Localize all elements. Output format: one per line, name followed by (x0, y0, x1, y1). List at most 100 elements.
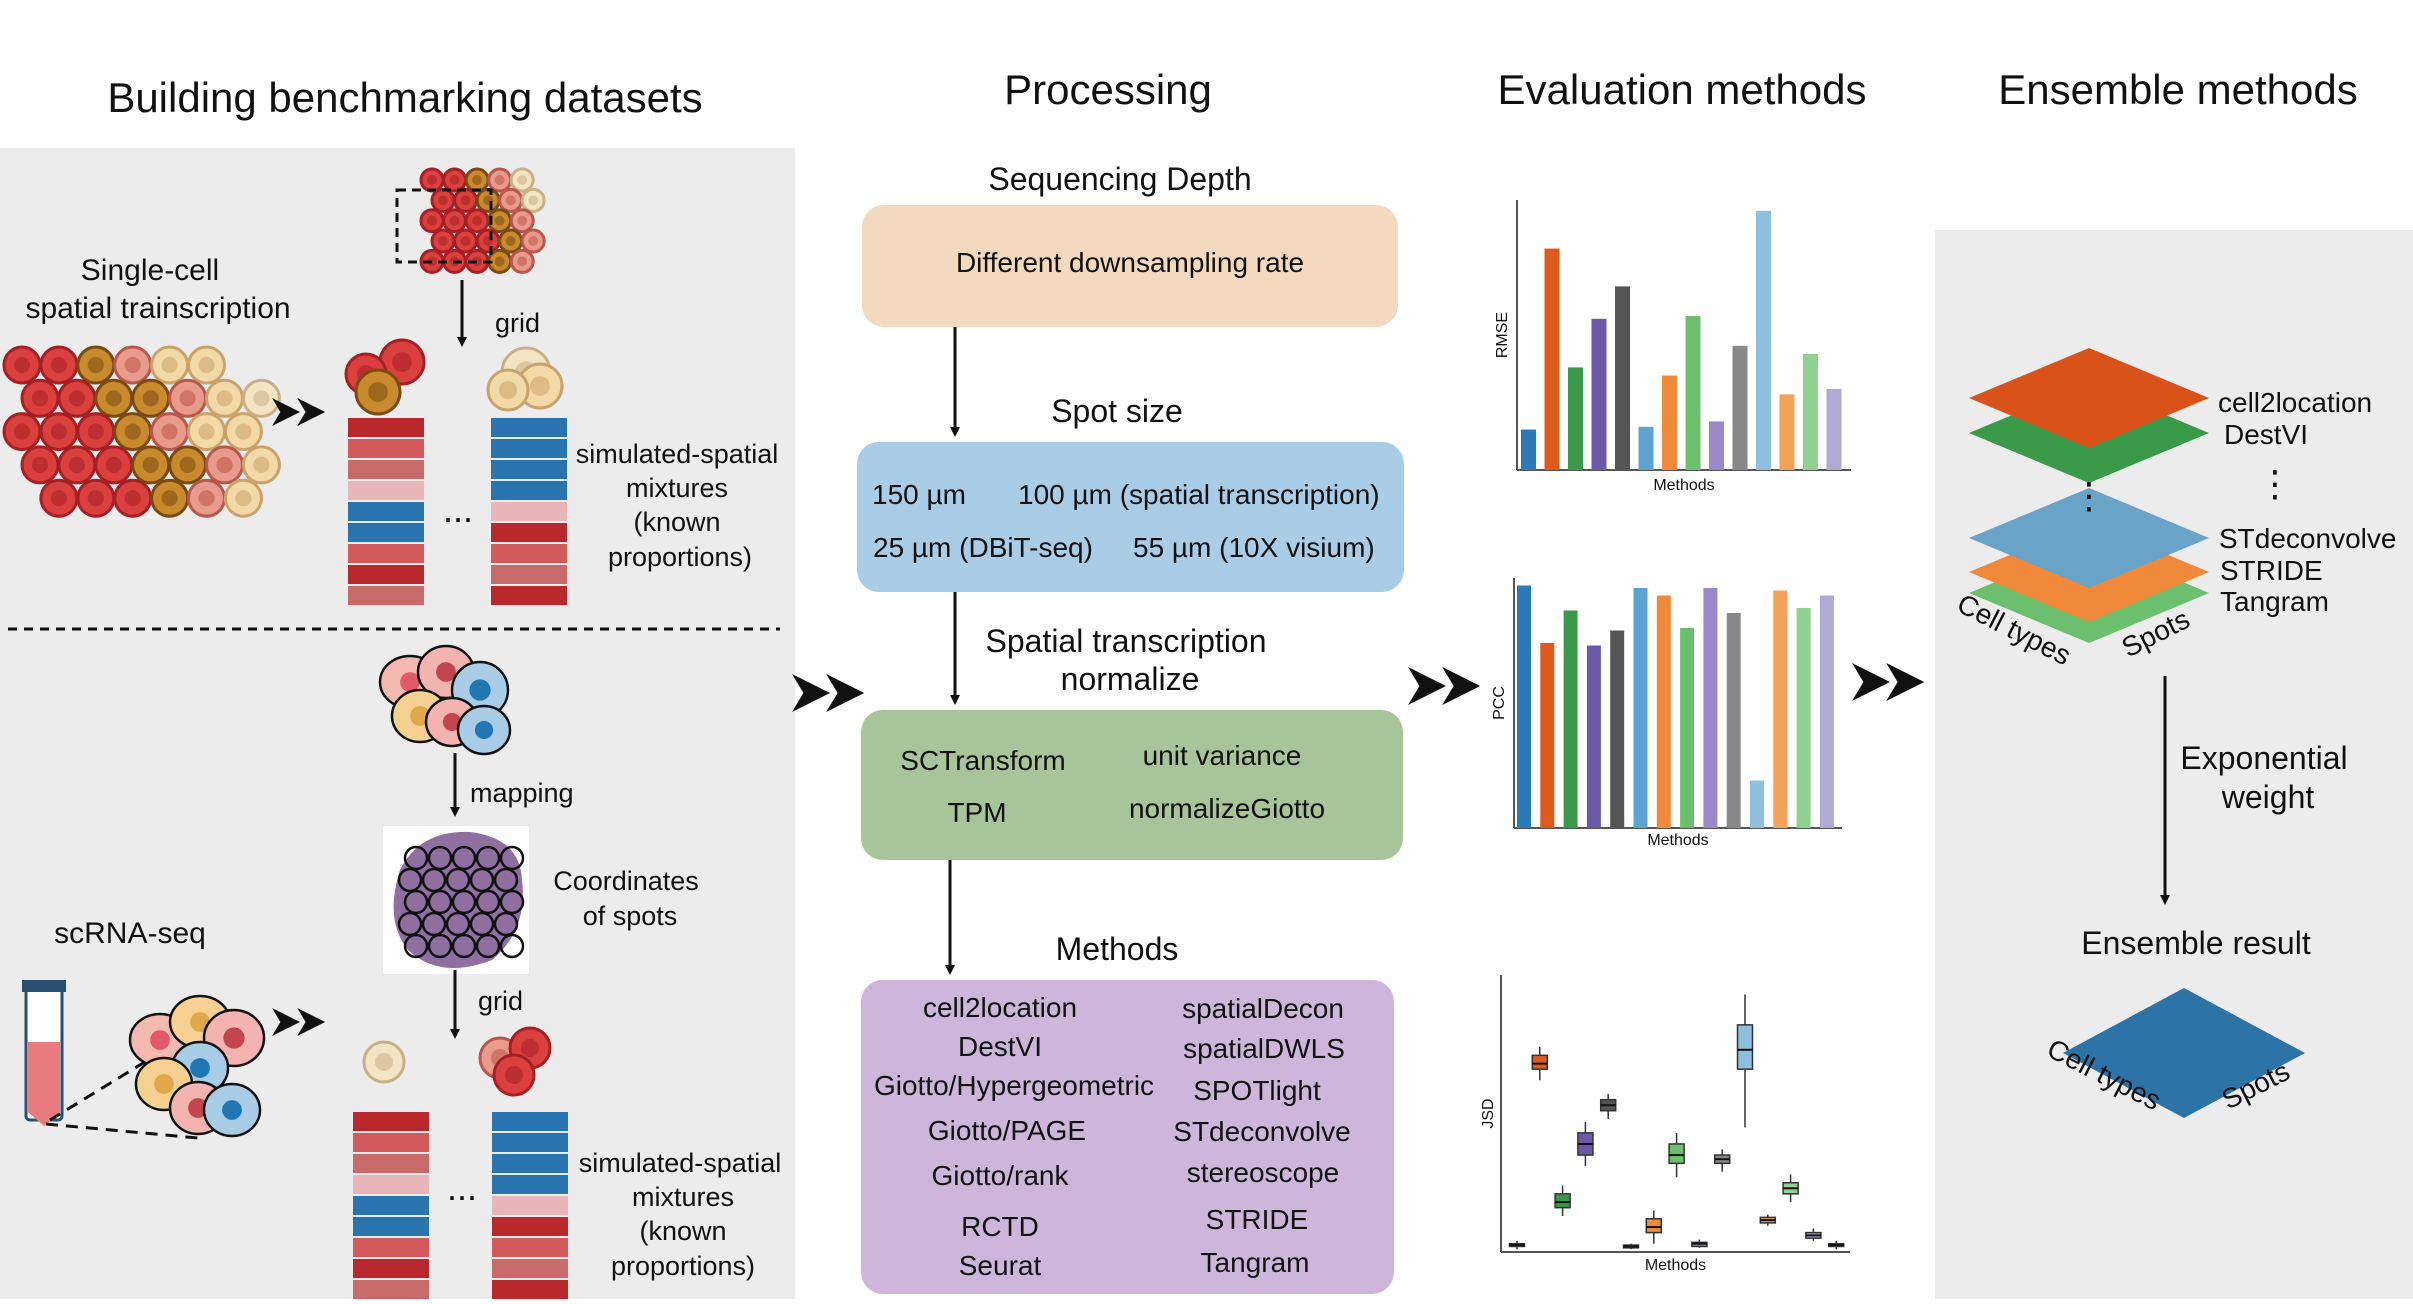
result-title: Ensemble result (2081, 925, 2311, 961)
capture-spot (499, 845, 525, 871)
double-chevron-icon-3 (1852, 663, 1925, 701)
method-item: spatialDecon (1182, 993, 1344, 1024)
box (1554, 1193, 1571, 1209)
cell-nucleus (472, 175, 483, 185)
method-item: spatialDWLS (1183, 1033, 1345, 1064)
expression-strip (492, 1175, 568, 1194)
cell-nucleus (124, 423, 141, 440)
cell-nucleus (528, 236, 539, 246)
x-axis-label: Methods (1647, 832, 1708, 849)
expression-strip (492, 1238, 568, 1257)
capture-spot (475, 845, 501, 871)
method-item: stereoscope (1187, 1157, 1340, 1188)
cluster-nucleus (190, 1058, 210, 1078)
spot-cells-bottom (362, 1026, 552, 1097)
capture-spot (445, 867, 471, 893)
sim-top-4: proportions) (608, 542, 752, 572)
tube-cap (22, 980, 66, 992)
cell-nucleus (124, 490, 141, 507)
chart-bar (1540, 643, 1555, 828)
capture-spot (493, 911, 519, 937)
ellipsis-top: ... (443, 489, 473, 530)
weight-label-2: weight (2221, 779, 2315, 815)
chart-bar (1826, 389, 1842, 470)
cell-nucleus (68, 456, 85, 473)
chart-bar (1563, 610, 1578, 828)
cell-nucleus (13, 356, 31, 374)
expression-strip (492, 1112, 568, 1131)
norm-item-2: unit variance (1143, 740, 1302, 771)
cell-nucleus (528, 195, 539, 206)
cell-nucleus (198, 423, 215, 440)
capture-spot (451, 933, 477, 959)
chart-bar (1521, 429, 1536, 470)
methods-list-right: spatialDecon spatialDWLS SPOTlight STdeconv… (1173, 993, 1350, 1278)
sim-top-1: simulated-spatial (576, 439, 779, 469)
cluster-nucleus (400, 672, 420, 692)
spot-cell-nucleus (368, 382, 388, 402)
double-chevron-icon-bottom (272, 1008, 326, 1036)
spot-item-3: 25 µm (DBiT-seq) (873, 532, 1093, 563)
cell-nucleus (105, 456, 122, 473)
scrna-cell-cluster (128, 994, 266, 1138)
spot-cell-nucleus (530, 376, 550, 396)
layer-label-4: STRIDE (2220, 555, 2323, 586)
cell-nucleus (198, 490, 215, 507)
expression-strip (348, 502, 424, 521)
expression-strip (491, 523, 567, 542)
chart-bar (1685, 316, 1701, 470)
y-axis-label: JSD (1480, 1098, 1497, 1128)
cell-nucleus (161, 423, 178, 440)
spot-item-1: 150 µm (872, 479, 966, 510)
cell-nucleus (494, 215, 505, 226)
cluster-nucleus (223, 1027, 245, 1049)
spot-title: Spot size (1051, 393, 1183, 429)
expression-strip (348, 460, 424, 479)
cluster-nucleus (222, 1100, 242, 1120)
box (1668, 1143, 1685, 1165)
cell-nucleus (31, 390, 49, 407)
box (1736, 1024, 1754, 1070)
grid-label-top: grid (495, 308, 540, 338)
method-item: STRIDE (1206, 1204, 1309, 1235)
depth-title: Sequencing Depth (988, 161, 1251, 197)
expression-strip (353, 1238, 429, 1257)
expression-strip (492, 1280, 568, 1299)
spot-item-4: 55 µm (10X visium) (1133, 532, 1375, 563)
spot-box (857, 442, 1404, 592)
chart-bar (1615, 286, 1630, 470)
expression-strip (348, 544, 424, 563)
layer-label-2: DestVI (2224, 419, 2308, 450)
capture-spot (421, 867, 447, 893)
cell-nucleus (460, 236, 471, 246)
cell-nucleus (179, 456, 196, 473)
capture-spot (475, 889, 501, 915)
expression-strip (353, 1196, 429, 1215)
jsd-box-plot: JSD Methods (1480, 975, 1850, 1274)
cluster-nucleus (150, 1030, 170, 1050)
capture-spot (499, 933, 525, 959)
cell-cluster-icon (378, 644, 512, 756)
capture-spot (469, 911, 495, 937)
cluster-nucleus (154, 1074, 174, 1094)
norm-item-1: SCTransform (900, 745, 1065, 776)
chart-bar (1638, 426, 1654, 470)
cell-nucleus (142, 390, 159, 407)
weight-label-1: Exponential (2180, 740, 2347, 776)
chart-bar (1656, 595, 1671, 828)
sim-top-2: mixtures (626, 473, 728, 503)
method-layer (1969, 488, 2209, 588)
cell-nucleus (124, 356, 141, 374)
ensemble-title: Ensemble methods (1998, 66, 2358, 113)
cell-nucleus (253, 456, 270, 473)
chevron (297, 398, 326, 426)
chart-bar (1750, 780, 1764, 828)
cell-nucleus (427, 175, 437, 185)
cell-nucleus (517, 215, 528, 226)
cell-nucleus (494, 256, 505, 267)
capture-spot (427, 889, 453, 915)
depth-box (862, 205, 1398, 327)
cell-nucleus (105, 390, 122, 407)
pcc-bar-chart: PCC Methods (1491, 578, 1842, 849)
